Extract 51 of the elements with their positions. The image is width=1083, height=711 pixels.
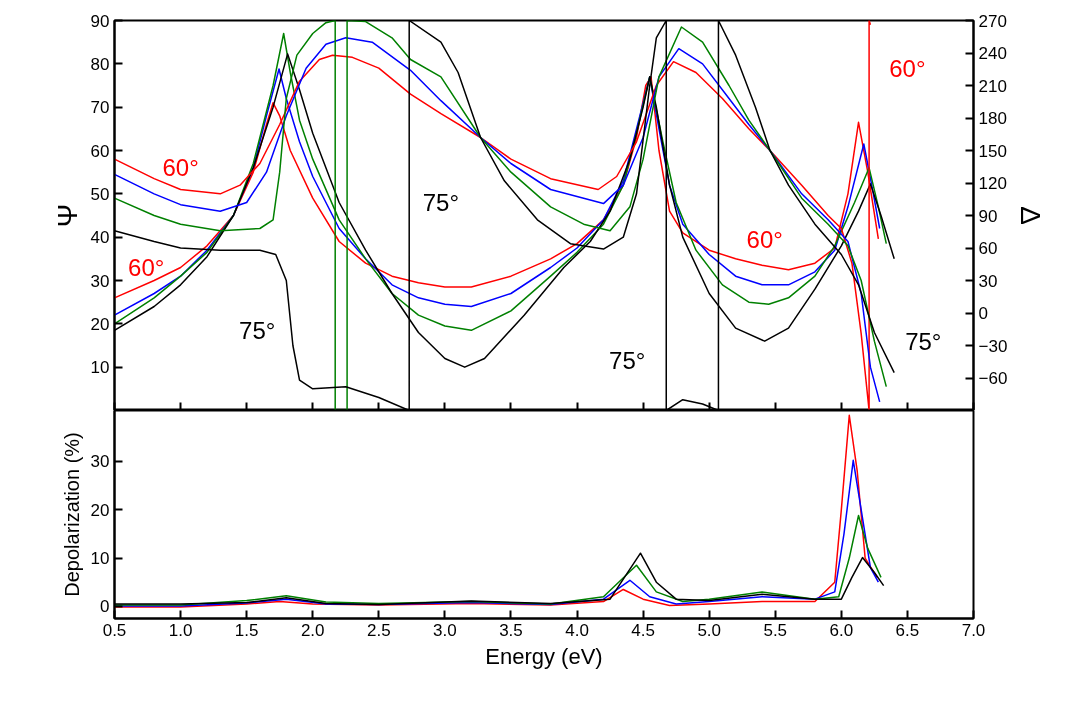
x-tick-label: 7.0	[961, 620, 986, 640]
annotation: 60°	[889, 54, 926, 82]
y2-tick-label: −30	[978, 336, 1008, 356]
y2-tick-label: 180	[978, 109, 1007, 128]
y2-axis-title: Δ	[1015, 206, 1047, 225]
y2-tick-label: 0	[978, 304, 988, 323]
y-tick-label: 30	[90, 271, 110, 291]
x-tick-label: 5.5	[763, 620, 788, 640]
x-tick-label: 1.0	[168, 620, 193, 640]
x-tick-label: 3.5	[499, 620, 523, 640]
annotation: 60°	[128, 254, 165, 281]
x-tick-label: 6.0	[829, 620, 854, 640]
x-axis-title: Energy (eV)	[485, 643, 603, 669]
annotation: 75°	[422, 189, 460, 216]
y-tick-label: 0	[100, 597, 110, 617]
annotation: 75°	[905, 327, 942, 355]
y2-tick-label: 150	[978, 141, 1007, 161]
y-tick-label: 80	[90, 54, 110, 74]
y-tick-label: 20	[90, 500, 110, 520]
y-tick-label: 50	[90, 184, 110, 204]
y2-tick-label: −60	[978, 369, 1008, 388]
annotation: 60°	[162, 154, 199, 182]
x-tick-label: 5.0	[697, 620, 722, 640]
y-axis-title: Ψ	[51, 203, 83, 228]
y-tick-label: 10	[90, 549, 110, 569]
y-tick-label: 40	[90, 228, 110, 248]
x-tick-label: 3.0	[433, 620, 457, 640]
x-tick-label: 0.5	[102, 620, 127, 640]
y2-tick-label: 30	[978, 271, 998, 291]
y2-tick-label: 120	[978, 174, 1007, 193]
y2-tick-label: 270	[978, 11, 1007, 31]
y2-tick-label: 90	[978, 206, 998, 226]
y2-tick-label: 210	[978, 76, 1007, 96]
y-tick-label: 70	[90, 98, 110, 118]
y-axis-title: Depolarization (%)	[60, 432, 83, 597]
x-tick-label: 1.5	[234, 620, 259, 640]
x-tick-label: 2.5	[366, 620, 391, 640]
x-tick-label: 2.0	[300, 620, 325, 640]
y2-tick-label: 240	[978, 44, 1007, 63]
y-tick-label: 90	[90, 11, 110, 31]
x-tick-label: 6.5	[895, 620, 920, 640]
x-tick-label: 4.5	[631, 620, 655, 640]
annotation: 75°	[609, 347, 646, 375]
y-tick-label: 60	[90, 141, 110, 161]
y-tick-label: 30	[90, 452, 110, 472]
y-tick-label: 10	[90, 358, 110, 378]
y2-tick-label: 60	[978, 239, 998, 258]
annotation: 60°	[746, 225, 783, 253]
y-tick-label: 20	[90, 314, 110, 334]
annotation: 75°	[239, 316, 276, 344]
x-tick-label: 4.0	[565, 620, 589, 640]
